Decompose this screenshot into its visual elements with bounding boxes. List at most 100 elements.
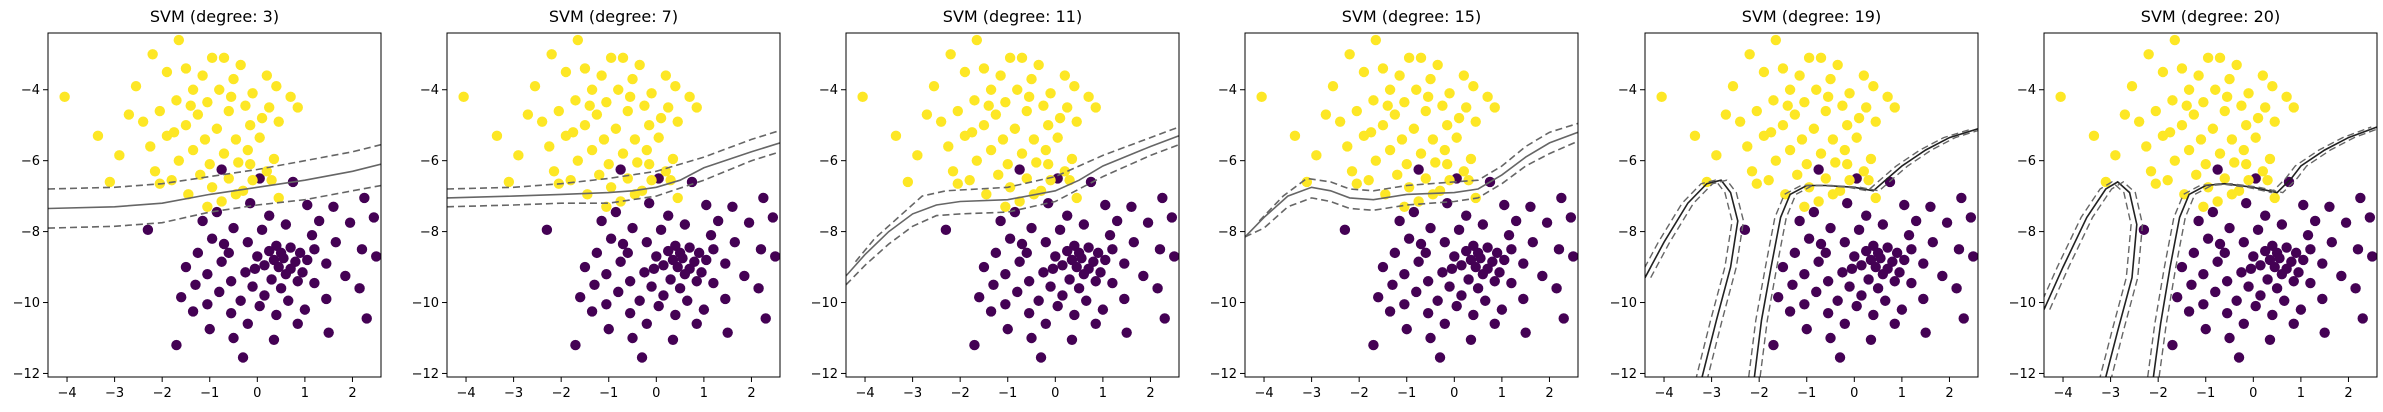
point-class-0 (684, 242, 695, 253)
point-class-1 (928, 80, 940, 92)
x-tick-label: 2 (1545, 386, 1553, 401)
point-class-0 (1489, 276, 1500, 287)
point-class-0 (2193, 215, 2204, 227)
point-class-1 (1256, 91, 1267, 103)
point-class-0 (1453, 224, 1465, 236)
point-class-1 (529, 80, 541, 92)
point-class-1 (235, 59, 246, 71)
boundary-line (48, 163, 381, 210)
point-class-0 (1825, 332, 1836, 344)
point-class-0 (1092, 247, 1104, 259)
boundary-line (2044, 180, 2138, 377)
point-class-0 (1420, 247, 1431, 259)
point-class-1 (1311, 150, 1322, 161)
point-class-1 (1765, 127, 1777, 138)
point-class-1 (584, 100, 595, 111)
point-class-0 (247, 281, 258, 292)
point-class-1 (969, 95, 980, 106)
point-class-0 (254, 300, 265, 312)
point-class-0 (275, 283, 287, 294)
point-class-0 (1069, 309, 1080, 321)
point-class-0 (1040, 237, 1052, 248)
point-class-0 (2352, 244, 2364, 255)
point-class-1 (1792, 169, 1803, 181)
x-tick-label: −4 (456, 386, 475, 401)
point-class-1 (902, 176, 914, 188)
point-class-0 (1834, 352, 1846, 363)
point-class-0 (643, 198, 655, 209)
point-class-0 (1872, 283, 1884, 294)
point-class-1 (572, 34, 584, 46)
point-class-0 (292, 276, 303, 287)
point-class-0 (2221, 307, 2233, 319)
point-class-0 (1121, 327, 1132, 338)
point-class-0 (2250, 300, 2261, 312)
x-tick-label: −4 (1254, 386, 1273, 401)
point-class-0 (1449, 251, 1460, 262)
point-class-0 (755, 244, 767, 255)
y-tick-label: −12 (412, 367, 439, 382)
y-tick-label: −4 (819, 83, 838, 98)
point-class-1 (2281, 91, 2292, 103)
point-class-1 (137, 116, 149, 127)
point-class-1 (1853, 112, 1865, 124)
point-class-0 (1851, 300, 1862, 312)
point-class-1 (2240, 159, 2252, 170)
point-class-0 (2238, 318, 2249, 330)
x-tick-label: −3 (1302, 386, 1321, 401)
point-class-0 (2271, 283, 2283, 294)
y-tick-label: −8 (21, 225, 40, 240)
point-class-0 (1413, 164, 1424, 175)
point-class-1 (1045, 174, 1056, 186)
point-class-0 (1877, 268, 1889, 280)
point-class-0 (2252, 224, 2264, 236)
point-class-1 (627, 73, 638, 85)
point-class-0 (180, 261, 192, 273)
point-class-0 (727, 201, 738, 212)
point-class-1 (605, 52, 617, 64)
boundary-line (1245, 131, 1578, 238)
point-class-0 (682, 295, 693, 306)
point-class-1 (145, 141, 156, 152)
point-class-1 (1801, 159, 1812, 170)
boundary-line (447, 142, 780, 199)
point-class-0 (1097, 304, 1109, 315)
y-tick-label: −6 (1618, 154, 1637, 169)
point-class-0 (1899, 254, 1910, 266)
point-class-0 (1777, 261, 1789, 273)
point-class-0 (1073, 283, 1085, 294)
point-class-1 (2219, 105, 2230, 117)
point-class-1 (971, 34, 983, 46)
point-class-0 (679, 268, 691, 280)
point-class-0 (2200, 323, 2211, 335)
point-class-0 (615, 164, 626, 175)
point-class-1 (1827, 134, 1839, 145)
point-class-1 (1770, 34, 1782, 46)
point-class-1 (1346, 166, 1358, 177)
point-class-1 (947, 166, 959, 177)
point-class-1 (2198, 201, 2209, 212)
point-class-1 (983, 100, 994, 111)
point-class-1 (1411, 84, 1422, 95)
point-class-0 (990, 247, 1002, 259)
point-class-1 (242, 144, 253, 156)
point-class-0 (1090, 276, 1101, 287)
point-class-0 (2305, 277, 2316, 289)
point-class-0 (294, 247, 306, 259)
point-class-0 (1446, 263, 1458, 275)
point-class-1 (223, 105, 234, 117)
point-class-1 (1415, 148, 1427, 159)
x-tick-label: 2 (1945, 386, 1953, 401)
point-class-0 (1152, 283, 1163, 294)
point-class-1 (1727, 80, 1739, 92)
y-tick-label: −6 (21, 154, 40, 169)
point-class-1 (1720, 109, 1732, 120)
point-class-0 (1368, 339, 1379, 351)
point-class-0 (297, 267, 308, 278)
point-class-0 (1565, 212, 1577, 223)
point-class-1 (560, 66, 572, 78)
point-class-1 (1422, 91, 1434, 103)
point-class-1 (154, 105, 165, 117)
point-class-0 (280, 219, 292, 230)
point-class-0 (2221, 276, 2233, 287)
